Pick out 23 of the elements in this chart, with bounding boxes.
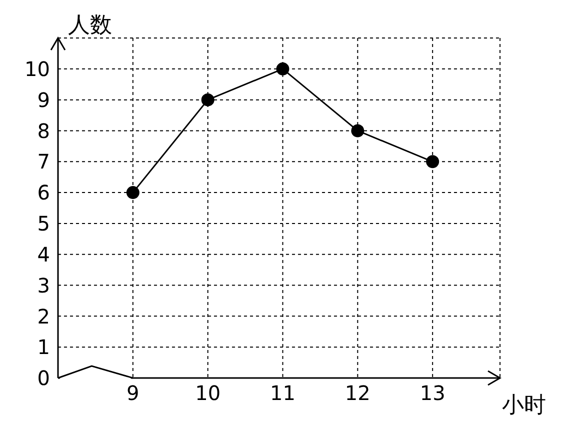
x-tick-label: 13 xyxy=(420,381,446,406)
x-tick-label: 9 xyxy=(126,381,140,406)
y-tick-label: 1 xyxy=(37,335,50,360)
y-tick-label: 9 xyxy=(37,88,50,112)
point xyxy=(426,155,440,168)
x-tick-label: 12 xyxy=(344,381,370,406)
y-tick-label: 7 xyxy=(37,150,50,174)
point xyxy=(351,124,364,138)
y-tick-label: 2 xyxy=(37,304,50,328)
point xyxy=(126,186,140,200)
y-tick-label: 0 xyxy=(37,366,50,390)
y-tick-label: 4 xyxy=(37,242,50,266)
y-tick-label: 3 xyxy=(37,273,50,298)
point xyxy=(276,62,290,76)
y-tick-label: 6 xyxy=(37,180,50,205)
y-tick-label: 8 xyxy=(37,118,50,143)
y-tick-label: 5 xyxy=(37,212,50,236)
x-tick-label: 11 xyxy=(270,381,296,406)
point xyxy=(201,93,214,106)
x-axis-title: 小时 xyxy=(502,392,546,420)
x-tick-label: 10 xyxy=(195,381,221,406)
y-tick-label: 10 xyxy=(24,57,50,82)
y-axis-title: 人数 xyxy=(68,12,112,40)
